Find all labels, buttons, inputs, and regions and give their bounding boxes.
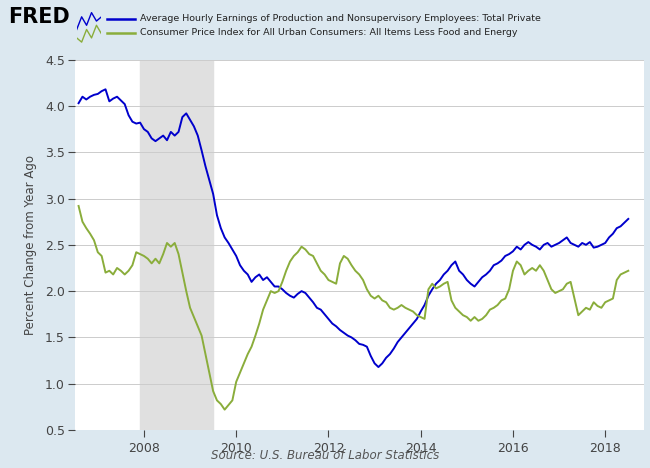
Bar — [140, 60, 213, 430]
Text: Consumer Price Index for All Urban Consumers: All Items Less Food and Energy: Consumer Price Index for All Urban Consu… — [140, 28, 517, 37]
Y-axis label: Percent Change from Year Ago: Percent Change from Year Ago — [23, 155, 36, 335]
Text: Source: U.S. Bureau of Labor Statistics: Source: U.S. Bureau of Labor Statistics — [211, 449, 439, 462]
Text: FRED: FRED — [8, 7, 70, 27]
Text: Average Hourly Earnings of Production and Nonsupervisory Employees: Total Privat: Average Hourly Earnings of Production an… — [140, 14, 541, 23]
